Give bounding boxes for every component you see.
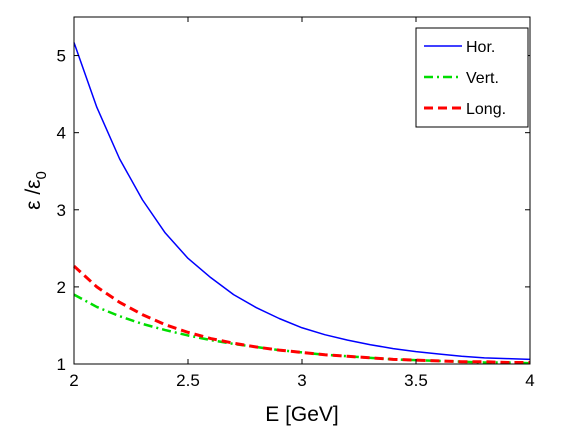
series-line-long (72, 264, 530, 364)
y-tick-label: 1 (57, 355, 66, 374)
y-tick-label: 2 (57, 278, 66, 297)
legend-label: Long. (466, 101, 506, 118)
y-tick-label: 4 (57, 124, 66, 143)
legend-label: Hor. (466, 39, 495, 56)
series-line-hor (73, 42, 531, 361)
x-tick-label: 3 (297, 371, 306, 390)
x-tick-label: 2 (69, 371, 78, 390)
x-tick-label: 2.5 (176, 371, 200, 390)
y-axis-label: ε /ε0 (22, 171, 50, 210)
series-line-vert (73, 293, 531, 365)
x-tick-label: 4 (525, 371, 534, 390)
legend: Hor. Vert. Long. (415, 27, 529, 128)
y-axis-label-subscript: 0 (33, 171, 50, 179)
x-tick-label: 3.5 (404, 371, 428, 390)
legend-box (415, 27, 529, 128)
legend-label: Vert. (466, 70, 499, 87)
x-axis-label: E [GeV] (265, 403, 339, 426)
y-tick-label: 3 (57, 201, 66, 220)
y-tick-label: 5 (57, 47, 66, 66)
series-layer (72, 42, 531, 365)
y-axis-label-main: ε /ε (22, 179, 45, 209)
